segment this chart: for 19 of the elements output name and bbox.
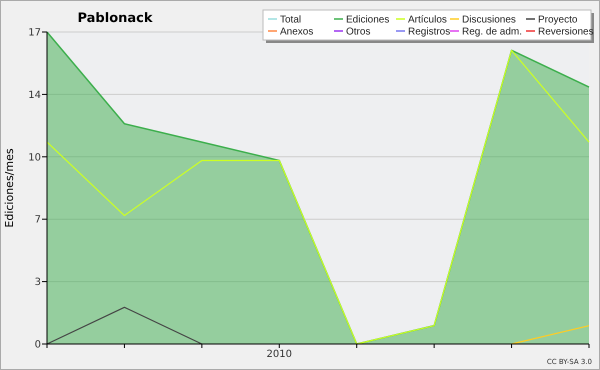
y-tick-label: 3	[34, 277, 41, 288]
legend-label: Otros	[346, 26, 370, 38]
legend-label: Reversiones	[538, 26, 594, 38]
legend-label: Anexos	[280, 26, 314, 38]
legend-label: Total	[280, 14, 302, 26]
x-tick-label: 2010	[266, 349, 292, 360]
legend-label: Reg. de adm.	[462, 26, 522, 38]
legend-label: Registros	[408, 26, 450, 38]
legend-label: Ediciones	[346, 14, 390, 26]
legend-label: Proyecto	[538, 14, 578, 26]
y-tick-label: 0	[34, 340, 41, 350]
y-tick-label: 14	[28, 90, 41, 101]
legend-label: Discusiones	[462, 14, 516, 26]
y-tick-label: 17	[28, 28, 41, 38]
chart-title: Pablonack	[77, 11, 153, 26]
y-tick-label: 10	[28, 152, 41, 164]
y-tick-label: 7	[34, 214, 41, 226]
legend-label: Artículos	[408, 14, 447, 26]
y-axis-title: Ediciones/mes	[3, 148, 16, 228]
